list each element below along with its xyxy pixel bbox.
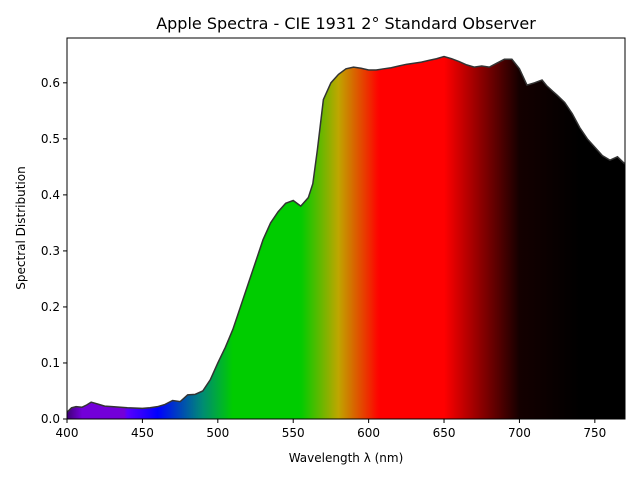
x-tick-label: 400 bbox=[56, 426, 79, 440]
x-tick-label: 600 bbox=[357, 426, 380, 440]
x-tick-label: 500 bbox=[206, 426, 229, 440]
x-tick-label: 700 bbox=[508, 426, 531, 440]
y-axis-label: Spectral Distribution bbox=[14, 166, 28, 289]
y-axis: 0.0 0.1 0.2 0.3 0.4 0.5 0.6 bbox=[41, 76, 67, 426]
x-tick-label: 750 bbox=[583, 426, 606, 440]
y-tick-label: 0.3 bbox=[41, 244, 60, 258]
y-tick-label: 0.0 bbox=[41, 412, 60, 426]
x-tick-label: 450 bbox=[131, 426, 154, 440]
spectrum-area-group bbox=[67, 56, 625, 420]
y-tick-label: 0.5 bbox=[41, 132, 60, 146]
spectrum-line-group bbox=[66, 55, 626, 413]
plot-frame bbox=[66, 37, 626, 420]
y-tick-label: 0.4 bbox=[41, 188, 60, 202]
x-tick-label: 650 bbox=[433, 426, 456, 440]
x-axis: 400 450 500 550 600 650 700 750 bbox=[56, 419, 606, 440]
y-tick-label: 0.2 bbox=[41, 300, 60, 314]
y-tick-label: 0.1 bbox=[41, 356, 60, 370]
spectrum-line bbox=[66, 55, 626, 413]
x-axis-label: Wavelength λ (nm) bbox=[289, 451, 404, 465]
spectrum-area bbox=[67, 56, 625, 420]
chart-title: Apple Spectra - CIE 1931 2° Standard Obs… bbox=[156, 14, 536, 33]
y-tick-label: 0.6 bbox=[41, 76, 60, 90]
x-tick-label: 550 bbox=[282, 426, 305, 440]
